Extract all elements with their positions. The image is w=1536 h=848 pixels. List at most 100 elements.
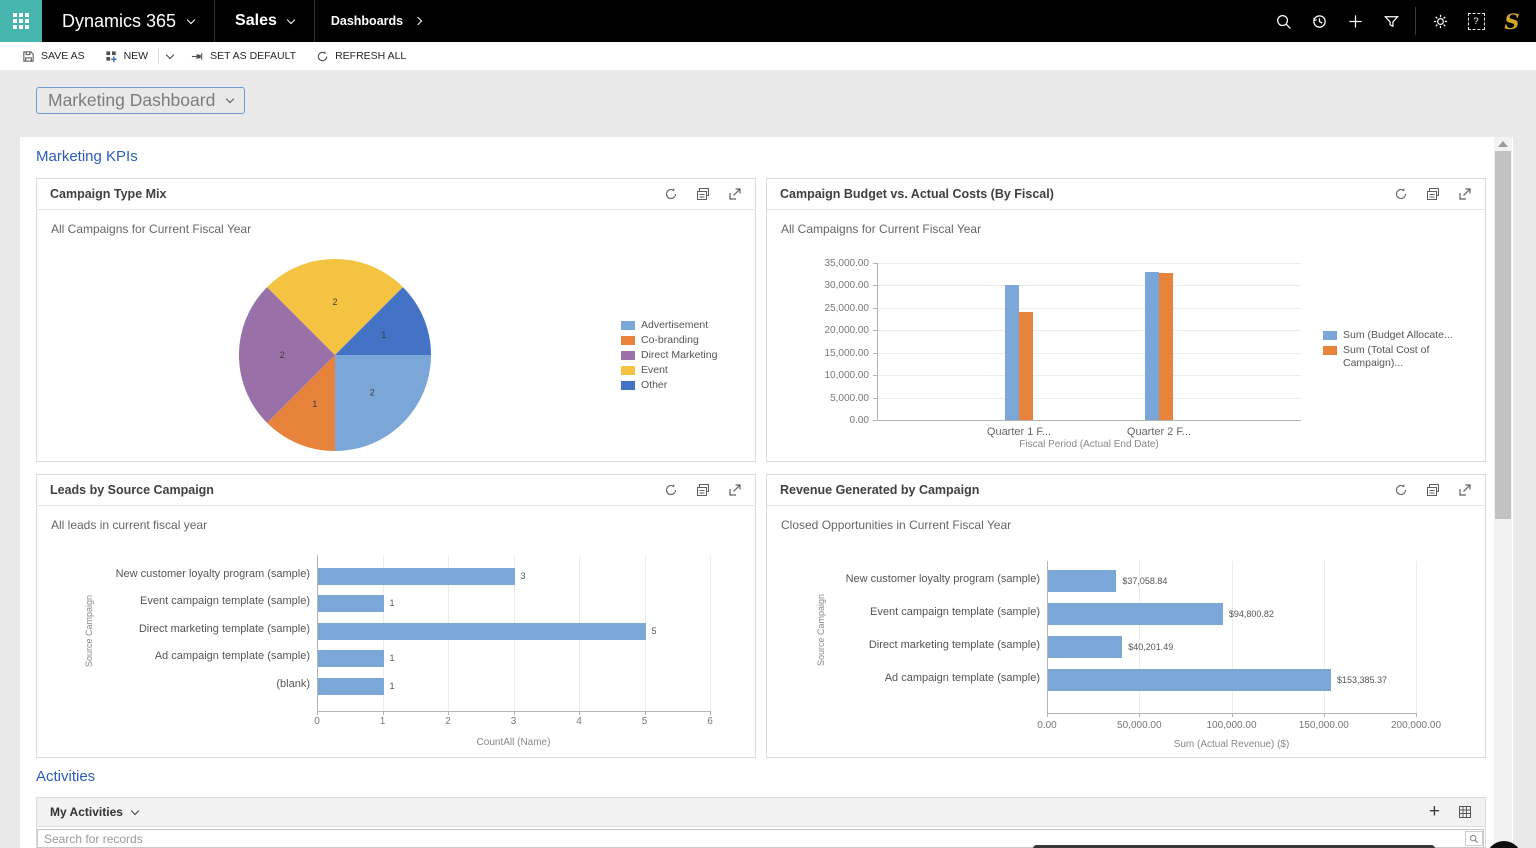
refresh-icon[interactable] (663, 483, 678, 498)
bar[interactable] (1048, 669, 1331, 691)
activities-panel: My Activities + (36, 797, 1486, 848)
panel-header: Campaign Budget vs. Actual Costs (By Fis… (767, 179, 1485, 210)
help-icon[interactable]: ? (1458, 0, 1494, 42)
y-axis-tick: 35,000.00 (795, 258, 869, 269)
legend-item: Event (621, 364, 717, 377)
recently-viewed-icon[interactable] (1301, 0, 1337, 42)
search-icon[interactable] (1265, 0, 1301, 42)
category-label: New customer loyalty program (sample) (72, 568, 310, 580)
quick-create-plus-icon[interactable] (1337, 0, 1373, 42)
enlarge-chart-icon[interactable] (727, 483, 742, 498)
set-as-default-button[interactable]: SET AS DEFAULT (181, 42, 306, 70)
chart-title: Campaign Type Mix (50, 187, 166, 201)
scrollbar-thumb[interactable] (1495, 151, 1511, 519)
pie-slice-value: 1 (381, 330, 386, 340)
enlarge-chart-icon[interactable] (1457, 187, 1472, 202)
bar[interactable] (318, 678, 384, 695)
save-as-icon (22, 50, 35, 63)
vertical-scrollbar[interactable] (1494, 137, 1512, 848)
gridline (877, 330, 1301, 331)
bar-value-label: 3 (521, 571, 526, 581)
view-records-icon[interactable] (1425, 483, 1440, 498)
bar[interactable] (1048, 603, 1223, 625)
x-axis-tick: 150,000.00 (1284, 720, 1364, 731)
activities-header: My Activities + (37, 798, 1485, 827)
scrollbar-up-arrow[interactable] (1498, 141, 1508, 147)
y-axis-tick: 5,000.00 (795, 393, 869, 404)
view-selector-label: My Activities (50, 805, 123, 819)
bar[interactable] (318, 650, 384, 667)
chart-panel-leads-by-source: Leads by Source Campaign All leads in cu… (36, 474, 756, 758)
new-dropdown-caret[interactable] (159, 42, 181, 70)
category-label: Event campaign template (sample) (72, 595, 310, 607)
save-as-button[interactable]: SAVE AS (12, 42, 95, 70)
area-switcher[interactable]: Sales (215, 0, 314, 42)
bar-value-label: $40,201.49 (1128, 642, 1173, 652)
chart-panel-budget-vs-actual: Campaign Budget vs. Actual Costs (By Fis… (766, 178, 1486, 462)
chevron-down-icon (187, 15, 195, 23)
bar[interactable] (1145, 272, 1159, 420)
pie-chart-area[interactable]: 21221AdvertisementCo-brandingDirect Mark… (37, 179, 755, 461)
enlarge-chart-icon[interactable] (727, 187, 742, 202)
chevron-down-icon (166, 50, 174, 58)
user-avatar[interactable]: S (1494, 0, 1530, 42)
view-selector-my-activities[interactable]: My Activities (50, 805, 138, 819)
app-title[interactable]: Dynamics 365 (42, 0, 214, 42)
bar[interactable] (1048, 570, 1116, 592)
add-activity-button[interactable]: + (1429, 805, 1440, 819)
bar[interactable] (318, 568, 515, 585)
new-label: NEW (124, 50, 149, 62)
category-label: Event campaign template (sample) (802, 606, 1040, 618)
app-launcher-button[interactable] (0, 0, 42, 42)
bar[interactable] (1005, 285, 1019, 420)
pie-slice[interactable] (335, 355, 431, 451)
view-records-icon[interactable] (695, 483, 710, 498)
list-view-icon[interactable] (1458, 805, 1472, 819)
new-button[interactable]: NEW (95, 42, 159, 70)
hbar-chart-area-leads[interactable]: 0123456New customer loyalty program (sam… (37, 475, 755, 757)
top-navigation-bar: Dynamics 365 Sales Dashboards ? S (0, 0, 1536, 42)
gridline (877, 263, 1301, 264)
save-as-label: SAVE AS (41, 50, 85, 62)
x-axis-label: Fiscal Period (Actual End Date) (877, 439, 1301, 450)
refresh-icon[interactable] (663, 187, 678, 202)
column-chart-area[interactable]: 0.005,000.0010,000.0015,000.0020,000.002… (767, 179, 1485, 461)
bar[interactable] (1019, 312, 1033, 420)
bar[interactable] (1159, 273, 1173, 420)
hbar-chart-area-revenue[interactable]: 0.0050,000.00100,000.00150,000.00200,000… (767, 475, 1485, 757)
gridline (710, 555, 711, 711)
app-title-label: Dynamics 365 (62, 11, 176, 32)
bar-value-label: $94,800.82 (1229, 609, 1274, 619)
gridline (877, 398, 1301, 399)
enlarge-chart-icon[interactable] (1457, 483, 1472, 498)
command-bar: SAVE AS NEW SET AS DEFAULT REFRESH ALL (0, 42, 1536, 70)
gridline (877, 375, 1301, 376)
chart-legend: AdvertisementCo-brandingDirect Marketing… (621, 319, 717, 394)
search-icon (1469, 834, 1479, 844)
dashboard-content: Marketing KPIs Campaign Type Mix All Cam… (20, 137, 1513, 848)
chart-title: Revenue Generated by Campaign (780, 483, 979, 497)
dashboard-selector[interactable]: Marketing Dashboard (36, 87, 245, 114)
advanced-find-filter-icon[interactable] (1373, 0, 1409, 42)
legend-item: Direct Marketing (621, 349, 717, 362)
bar[interactable] (1048, 636, 1122, 658)
chart-panel-revenue-by-campaign: Revenue Generated by Campaign Closed Opp… (766, 474, 1486, 758)
refresh-all-button[interactable]: REFRESH ALL (306, 42, 416, 70)
y-axis-tick: 10,000.00 (795, 370, 869, 381)
view-records-icon[interactable] (695, 187, 710, 202)
refresh-icon[interactable] (1393, 483, 1408, 498)
bar[interactable] (318, 595, 384, 612)
bar-value-label: 1 (390, 653, 395, 663)
search-records-button[interactable] (1465, 831, 1483, 846)
nav-right-icons: ? S (1265, 0, 1536, 42)
x-axis-tick: 0.00 (1007, 720, 1087, 731)
breadcrumb[interactable]: Dashboards (315, 0, 437, 42)
bar[interactable] (318, 623, 646, 640)
view-records-icon[interactable] (1425, 187, 1440, 202)
refresh-icon[interactable] (1393, 187, 1408, 202)
chevron-down-icon (226, 95, 234, 103)
x-axis-label: CountAll (Name) (317, 737, 710, 748)
legend-swatch (1323, 331, 1337, 340)
category-label: Direct marketing template (sample) (72, 623, 310, 635)
settings-gear-icon[interactable] (1422, 0, 1458, 42)
